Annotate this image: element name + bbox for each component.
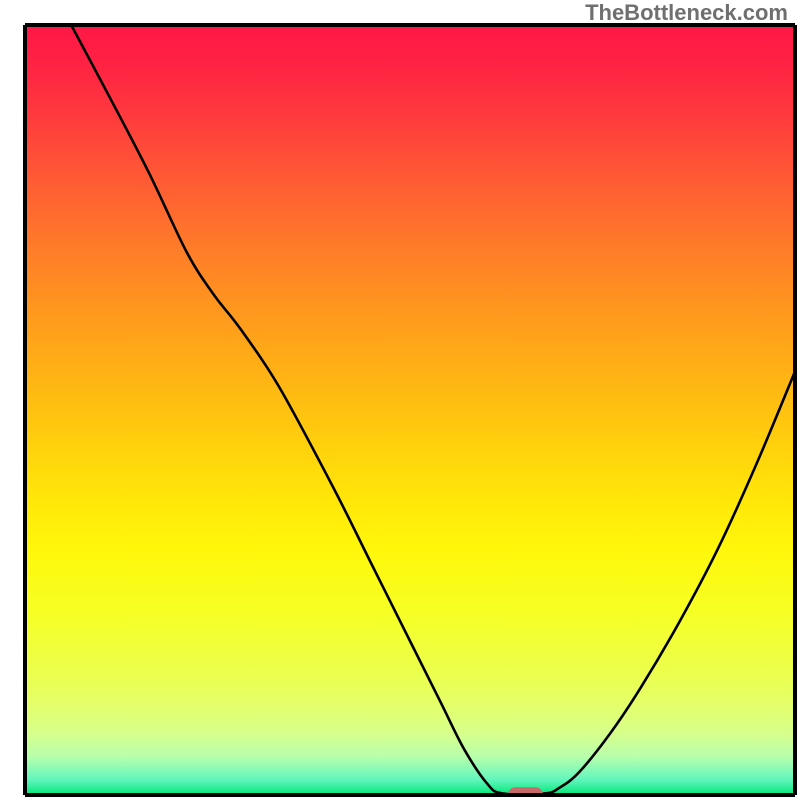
gradient-background: [25, 25, 795, 795]
bottleneck-chart: [0, 0, 800, 800]
chart-root: TheBottleneck.com: [0, 0, 800, 800]
